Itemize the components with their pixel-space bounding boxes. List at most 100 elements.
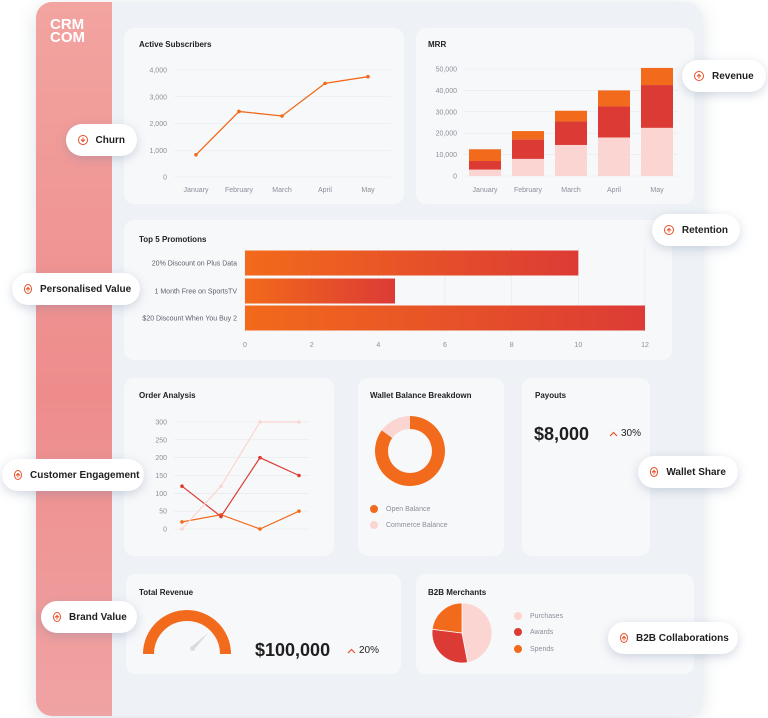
x-tick-label: April bbox=[607, 187, 621, 194]
y-tick-label: 100 bbox=[155, 491, 167, 498]
x-tick-label: 0 bbox=[243, 342, 247, 349]
data-point bbox=[258, 527, 262, 531]
x-tick-label: 4 bbox=[376, 342, 380, 349]
data-point bbox=[194, 152, 198, 157]
data-point bbox=[258, 455, 262, 460]
bar-segment bbox=[555, 121, 587, 145]
x-tick-label: April bbox=[318, 187, 332, 194]
commerce-balance-swatch bbox=[370, 521, 378, 529]
bar-segment bbox=[512, 131, 544, 140]
logo-line1: CRM bbox=[50, 16, 85, 33]
revenue-pill[interactable]: Revenue bbox=[682, 60, 766, 92]
bar-segment bbox=[469, 161, 501, 170]
wallet-share-pill-label: Wallet Share bbox=[666, 466, 726, 478]
y-tick-label: 3,000 bbox=[149, 94, 167, 101]
y-tick-label: 10,000 bbox=[436, 152, 458, 159]
legend-open-balance: Open Balance bbox=[370, 505, 430, 513]
gauge-needle bbox=[191, 632, 209, 650]
x-tick-label: January bbox=[473, 187, 498, 194]
open-balance-swatch bbox=[370, 505, 378, 513]
y-tick-label: 150 bbox=[155, 473, 167, 480]
b2b-collaborations-pill-label: B2B Collaborations bbox=[636, 632, 729, 644]
data-point bbox=[219, 514, 223, 519]
top-promotions-title: Top 5 Promotions bbox=[139, 235, 207, 244]
data-point bbox=[280, 114, 284, 118]
payouts-card bbox=[522, 378, 650, 556]
data-point bbox=[366, 74, 370, 79]
y-tick-label: 20,000 bbox=[436, 131, 458, 138]
arrow-up-icon bbox=[664, 225, 674, 235]
y-tick-label: 0 bbox=[163, 175, 167, 182]
gauge-arc bbox=[143, 610, 231, 655]
x-tick-label: 2 bbox=[310, 342, 314, 349]
pie-slice bbox=[461, 602, 493, 663]
b2b-collaborations-pill[interactable]: B2B Collaborations bbox=[608, 622, 738, 654]
payouts-change-value: 30% bbox=[621, 428, 642, 439]
purchases-label: Purchases bbox=[530, 612, 564, 620]
arrow-up-icon bbox=[14, 470, 22, 480]
customer-engagement-pill-label: Customer Engagement bbox=[30, 469, 140, 481]
active-subscribers-title: Active Subscribers bbox=[139, 40, 212, 49]
personalised-value-pill[interactable]: Personalised Value bbox=[12, 273, 140, 305]
arrow-up-icon bbox=[24, 284, 32, 294]
y-tick-label: $20 Discount When You Buy 2 bbox=[142, 316, 237, 323]
bar-segment bbox=[469, 169, 501, 176]
retention-pill[interactable]: Retention bbox=[652, 214, 740, 246]
x-tick-label: March bbox=[272, 187, 292, 194]
legend-commerce-balance: Commerce Balance bbox=[370, 521, 447, 529]
bar-segment bbox=[512, 139, 544, 159]
x-tick-label: 10 bbox=[574, 342, 582, 349]
x-tick-label: May bbox=[361, 187, 375, 194]
x-tick-label: January bbox=[184, 187, 209, 194]
y-tick-label: 30,000 bbox=[436, 109, 458, 116]
data-point bbox=[297, 509, 301, 513]
data-point bbox=[219, 484, 223, 488]
y-tick-label: 250 bbox=[155, 437, 167, 444]
bar-segment bbox=[555, 110, 587, 122]
series-line bbox=[181, 456, 300, 518]
bar-segment bbox=[598, 90, 630, 107]
bar-segment bbox=[598, 137, 630, 176]
y-tick-label: 300 bbox=[155, 420, 167, 427]
x-tick-label: 8 bbox=[510, 342, 514, 349]
personalised-value-pill-label: Personalised Value bbox=[40, 283, 132, 295]
crm-com-logo[interactable]: CRM COM bbox=[50, 16, 100, 45]
legend-purchases: Purchases bbox=[514, 612, 563, 620]
series-line bbox=[181, 510, 300, 530]
churn-pill[interactable]: Churn bbox=[66, 124, 137, 156]
revenue-pill-label: Revenue bbox=[712, 70, 754, 82]
y-tick-label: 1 Month Free on SportsTV bbox=[155, 289, 238, 296]
customer-engagement-pill[interactable]: Customer Engagement bbox=[2, 459, 144, 491]
pie-slice bbox=[431, 628, 469, 664]
arrow-up-icon bbox=[620, 633, 628, 643]
brand-value-pill[interactable]: Brand Value bbox=[41, 601, 137, 633]
bar-segment bbox=[598, 106, 630, 138]
arrow-up-icon bbox=[694, 71, 704, 81]
total-revenue-change: 20% bbox=[347, 645, 379, 656]
x-tick-label: February bbox=[225, 187, 254, 194]
y-tick-label: 0 bbox=[163, 527, 167, 534]
x-tick-label: March bbox=[561, 187, 581, 194]
spends-label: Spends bbox=[530, 645, 554, 653]
y-tick-label: 50 bbox=[159, 509, 167, 516]
arrow-down-icon bbox=[78, 135, 88, 145]
data-point bbox=[180, 520, 184, 524]
wallet-share-pill[interactable]: Wallet Share bbox=[638, 456, 738, 488]
retention-pill-label: Retention bbox=[681, 224, 728, 236]
awards-swatch bbox=[514, 628, 522, 636]
b2b-merchants-title: B2B Merchants bbox=[428, 588, 487, 597]
top-promotions-card bbox=[124, 220, 672, 360]
order-analysis-title: Order Analysis bbox=[139, 391, 196, 400]
x-tick-label: 6 bbox=[443, 342, 447, 349]
bar bbox=[245, 278, 395, 304]
arrow-up-icon bbox=[650, 467, 659, 477]
gauge-needle-hub bbox=[190, 645, 196, 651]
y-tick-label: 4,000 bbox=[149, 68, 167, 75]
payouts-change: 30% bbox=[609, 428, 641, 439]
bar bbox=[245, 305, 645, 331]
y-tick-label: 50,000 bbox=[436, 67, 458, 74]
bar-segment bbox=[555, 144, 587, 176]
mrr-title: MRR bbox=[428, 40, 447, 49]
data-point bbox=[180, 527, 184, 531]
x-tick-label: May bbox=[650, 187, 664, 194]
